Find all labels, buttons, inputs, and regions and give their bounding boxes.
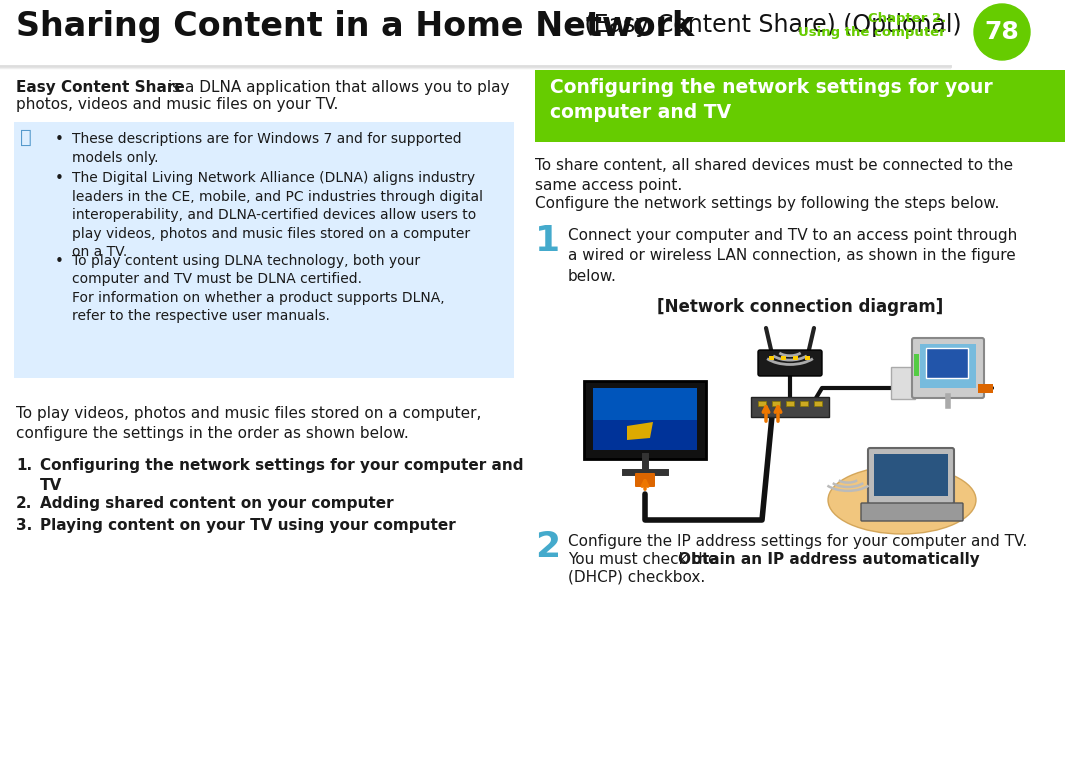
- Text: is a DLNA application that allows you to play: is a DLNA application that allows you to…: [163, 80, 510, 95]
- FancyBboxPatch shape: [758, 350, 822, 376]
- Text: You must check the: You must check the: [568, 552, 723, 567]
- Text: To play content using DLNA technology, both your
computer and TV must be DLNA ce: To play content using DLNA technology, b…: [72, 254, 445, 323]
- Text: To share content, all shared devices must be connected to the
same access point.: To share content, all shared devices mus…: [535, 158, 1013, 193]
- Text: These descriptions are for Windows 7 and for supported
models only.: These descriptions are for Windows 7 and…: [72, 132, 461, 165]
- Text: 2.: 2.: [16, 496, 32, 511]
- Polygon shape: [627, 422, 653, 440]
- Ellipse shape: [828, 466, 976, 534]
- Text: 1: 1: [535, 224, 561, 258]
- Text: 3.: 3.: [16, 518, 32, 533]
- Circle shape: [974, 4, 1030, 60]
- Text: Connect your computer and TV to an access point through
a wired or wireless LAN : Connect your computer and TV to an acces…: [568, 228, 1017, 283]
- Text: Configuring the network settings for your computer and
TV: Configuring the network settings for you…: [40, 458, 524, 493]
- FancyBboxPatch shape: [769, 356, 774, 360]
- FancyBboxPatch shape: [926, 348, 968, 378]
- Text: Playing content on your TV using your computer: Playing content on your TV using your co…: [40, 518, 456, 533]
- Text: The Digital Living Network Alliance (DLNA) aligns industry
leaders in the CE, mo: The Digital Living Network Alliance (DLN…: [72, 171, 483, 260]
- Text: Chapter 2.: Chapter 2.: [867, 12, 946, 25]
- Text: •: •: [55, 132, 64, 147]
- FancyBboxPatch shape: [593, 420, 697, 450]
- Text: Sharing Content in a Home Network: Sharing Content in a Home Network: [16, 10, 694, 43]
- Text: (DHCP) checkbox.: (DHCP) checkbox.: [568, 570, 705, 585]
- Text: 78: 78: [985, 20, 1020, 44]
- FancyBboxPatch shape: [0, 0, 1080, 66]
- FancyBboxPatch shape: [799, 401, 808, 406]
- Text: 2: 2: [535, 530, 561, 564]
- FancyBboxPatch shape: [891, 367, 915, 399]
- FancyBboxPatch shape: [772, 401, 781, 406]
- Text: Adding shared content on your computer: Adding shared content on your computer: [40, 496, 393, 511]
- FancyBboxPatch shape: [874, 454, 948, 496]
- Text: •: •: [55, 254, 64, 269]
- FancyBboxPatch shape: [793, 356, 798, 360]
- Text: 1.: 1.: [16, 458, 32, 473]
- FancyBboxPatch shape: [813, 401, 822, 406]
- FancyBboxPatch shape: [593, 388, 697, 450]
- FancyBboxPatch shape: [758, 401, 767, 406]
- FancyBboxPatch shape: [914, 354, 919, 376]
- FancyBboxPatch shape: [920, 344, 976, 388]
- Text: •: •: [55, 171, 64, 186]
- Text: Obtain an IP address automatically: Obtain an IP address automatically: [678, 552, 980, 567]
- FancyBboxPatch shape: [14, 122, 514, 378]
- Text: 🔖: 🔖: [21, 128, 31, 147]
- FancyBboxPatch shape: [868, 448, 954, 504]
- FancyBboxPatch shape: [977, 384, 993, 392]
- Text: Using the computer: Using the computer: [798, 26, 946, 39]
- Text: Configure the network settings by following the steps below.: Configure the network settings by follow…: [535, 196, 999, 211]
- Text: photos, videos and music files on your TV.: photos, videos and music files on your T…: [16, 97, 338, 112]
- FancyBboxPatch shape: [535, 70, 1065, 142]
- FancyBboxPatch shape: [786, 401, 794, 406]
- Text: [Network connection diagram]: [Network connection diagram]: [657, 298, 943, 316]
- FancyBboxPatch shape: [805, 356, 810, 360]
- Text: Configuring the network settings for your
computer and TV: Configuring the network settings for you…: [550, 78, 993, 122]
- FancyBboxPatch shape: [751, 397, 829, 417]
- FancyBboxPatch shape: [584, 381, 706, 459]
- FancyBboxPatch shape: [635, 473, 654, 487]
- Text: To play videos, photos and music files stored on a computer,
configure the setti: To play videos, photos and music files s…: [16, 406, 482, 441]
- FancyBboxPatch shape: [912, 338, 984, 398]
- Text: Configure the IP address settings for your computer and TV.: Configure the IP address settings for yo…: [568, 534, 1027, 549]
- FancyBboxPatch shape: [781, 356, 786, 360]
- Text: (Easy Content Share) (Optional): (Easy Content Share) (Optional): [577, 13, 961, 37]
- FancyBboxPatch shape: [861, 503, 963, 521]
- Text: Easy Content Share: Easy Content Share: [16, 80, 185, 95]
